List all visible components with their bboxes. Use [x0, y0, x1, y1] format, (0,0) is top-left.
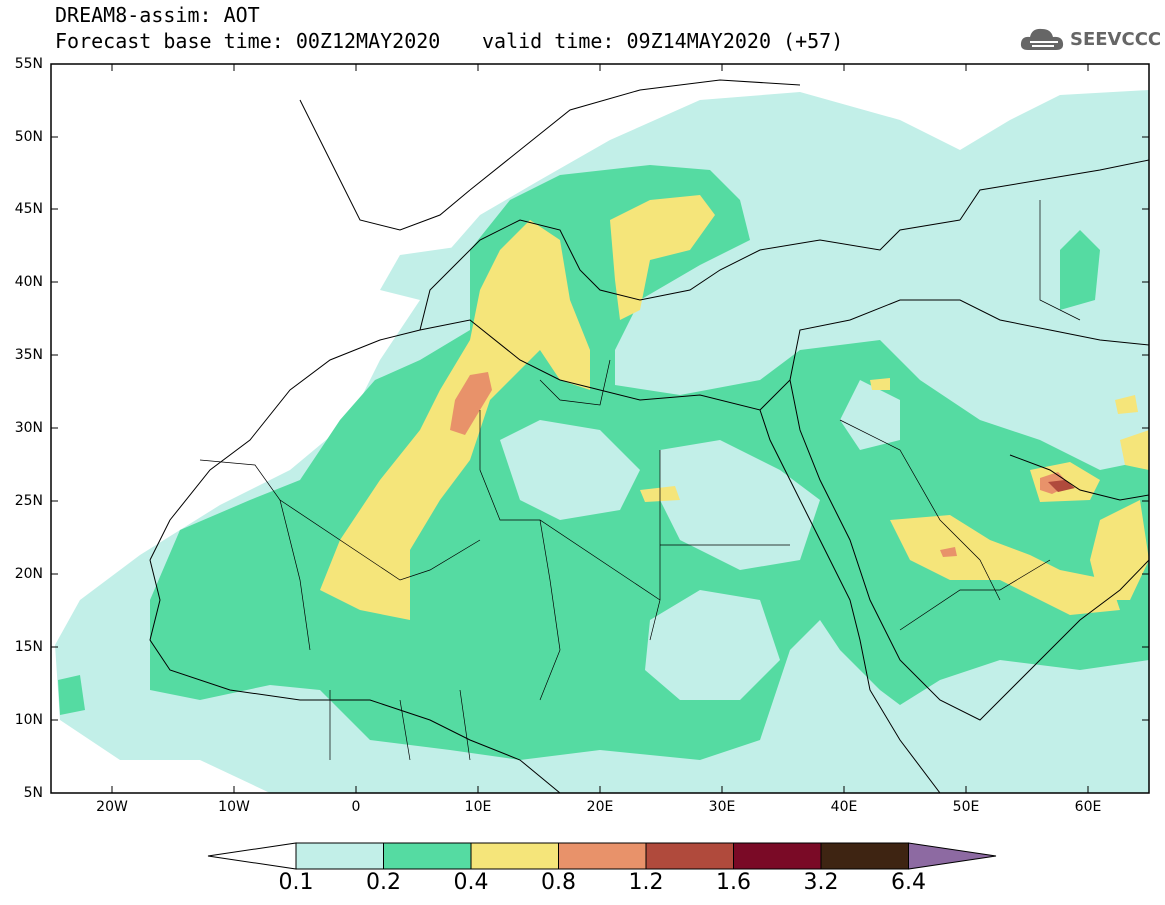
cloud-icon [1020, 28, 1064, 50]
seevccc-logo: SEEVCCC [1018, 20, 1162, 60]
colorbar-label: 0.2 [366, 870, 401, 895]
aot-contour-1.2 [1048, 480, 1075, 492]
colorbar-max-arrow [908, 842, 997, 870]
lon-label: 20E [586, 799, 614, 815]
country-borders [199, 200, 1081, 761]
lat-label: 35N [14, 347, 43, 363]
colorbar-label: 1.2 [628, 870, 664, 895]
lon-label: 10W [218, 799, 250, 815]
colorbar-label: 3.2 [803, 870, 839, 895]
forecast-base-time: Forecast base time: 00Z12MAY2020 [55, 29, 441, 53]
colorbar-swatch [733, 842, 822, 870]
lat-label: 50N [14, 129, 43, 145]
lat-label: 5N [23, 785, 43, 801]
lon-label: 40E [830, 799, 858, 815]
colorbar-swatch [645, 842, 734, 870]
lat-label: 10N [14, 712, 43, 728]
lat-label: 45N [14, 201, 43, 217]
lon-label: 20W [96, 799, 128, 815]
lon-label: 60E [1074, 799, 1102, 815]
colorbar-label: 0.1 [278, 870, 314, 895]
colorbar-label: 0.8 [541, 870, 576, 895]
aot-contour-0.8 [450, 372, 492, 435]
colorbar-min-arrow [207, 842, 297, 870]
lat-label: 25N [14, 493, 43, 509]
lat-label: 30N [14, 420, 43, 436]
lon-label: 30E [708, 799, 736, 815]
lon-label: 50E [952, 799, 980, 815]
logo-text: SEEVCCC [1070, 29, 1162, 50]
map-title: DREAM8-assim: AOT [55, 3, 260, 27]
colorbar-swatch [470, 842, 559, 870]
colorbar-swatch [383, 842, 472, 870]
lon-label: 0 [351, 799, 361, 815]
valid-time: valid time: 09Z14MAY2020 (+57) [482, 29, 844, 53]
lat-label: 55N [14, 56, 43, 72]
colorbar-swatch [295, 842, 384, 870]
axis-ticks [51, 63, 1149, 793]
colorbar-label: 1.6 [716, 870, 751, 895]
colorbar-label: 6.4 [891, 870, 926, 895]
lon-label: 10E [464, 799, 492, 815]
aot-field [55, 90, 1149, 793]
lat-label: 20N [14, 566, 43, 582]
colorbar [207, 842, 997, 870]
lat-label: 15N [14, 639, 43, 655]
colorbar-label: 0.4 [453, 870, 489, 895]
colorbar-swatch [820, 842, 909, 870]
colorbar-swatch [558, 842, 647, 870]
lat-label: 40N [14, 274, 43, 290]
coastlines [149, 79, 1149, 793]
